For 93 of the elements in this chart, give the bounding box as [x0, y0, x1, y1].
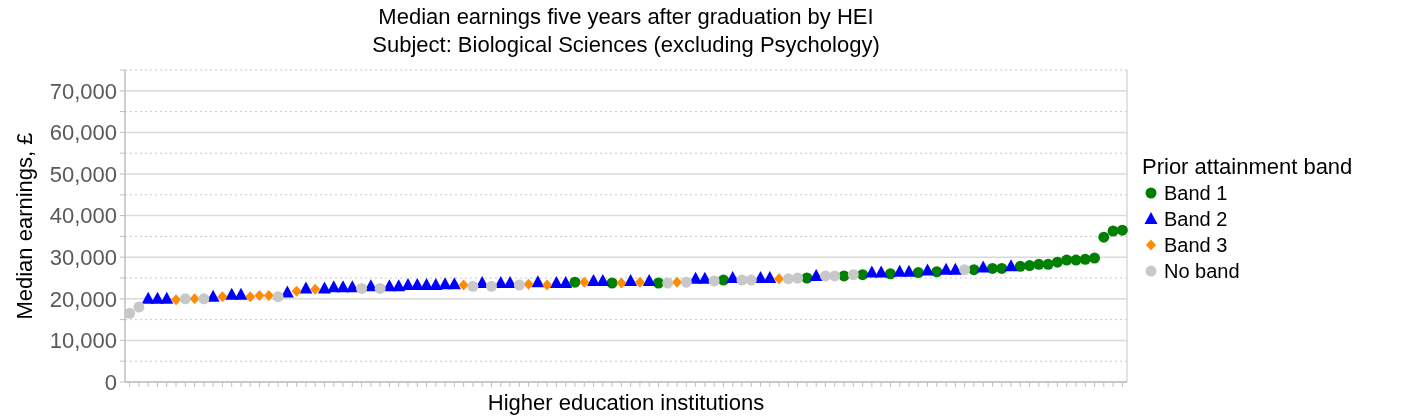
- y-tick-label: 30,000: [49, 244, 117, 270]
- point: [217, 291, 228, 303]
- point: [996, 262, 1008, 274]
- point: [198, 293, 210, 305]
- point: [745, 274, 757, 286]
- legend-label: Band 3: [1164, 234, 1228, 256]
- point: [133, 301, 145, 313]
- legend-label: No band: [1164, 260, 1240, 282]
- point: [356, 282, 368, 294]
- point: [254, 289, 265, 301]
- point: [865, 265, 879, 278]
- point: [272, 291, 284, 303]
- point: [874, 265, 888, 278]
- point: [763, 271, 777, 283]
- point: [809, 268, 823, 281]
- point: [1051, 256, 1063, 268]
- point: [317, 281, 331, 294]
- point: [921, 263, 935, 276]
- point: [542, 279, 553, 291]
- y-axis-title: Median earnings, £: [12, 132, 37, 320]
- y-tick-label: 70,000: [49, 78, 117, 104]
- y-tick-label: 10,000: [49, 328, 117, 354]
- point: [310, 283, 321, 295]
- point: [1116, 224, 1128, 236]
- point: [579, 276, 590, 288]
- point: [263, 289, 274, 301]
- point: [1033, 258, 1045, 270]
- point: [948, 262, 962, 275]
- point: [485, 280, 497, 292]
- point: [401, 278, 415, 291]
- point: [245, 291, 256, 303]
- point: [559, 275, 573, 288]
- point: [616, 277, 627, 289]
- chart-title: Median earnings five years after graduation by HEI: [378, 4, 874, 29]
- point: [206, 289, 220, 302]
- x-axis-title: Higher education institutions: [487, 390, 765, 415]
- point: [708, 275, 720, 287]
- point: [792, 272, 804, 284]
- y-tick-label: 50,000: [49, 161, 117, 187]
- point: [458, 279, 469, 291]
- legend-title: Prior attainment band: [1142, 154, 1353, 179]
- point: [523, 278, 534, 290]
- y-tick-label: 0: [104, 369, 117, 395]
- point: [160, 291, 174, 304]
- point: [698, 271, 712, 284]
- point: [976, 260, 990, 273]
- point: [374, 282, 386, 294]
- point: [225, 287, 239, 300]
- point: [587, 273, 601, 286]
- point: [634, 276, 645, 288]
- point: [829, 270, 841, 282]
- point: [893, 264, 907, 277]
- point: [624, 273, 638, 286]
- point: [179, 293, 191, 305]
- point: [280, 285, 294, 298]
- point: [420, 278, 434, 291]
- point: [291, 285, 302, 297]
- point: [429, 278, 443, 291]
- point: [680, 276, 692, 288]
- point: [596, 273, 610, 286]
- point: [447, 277, 461, 290]
- point: [1042, 258, 1054, 270]
- point: [1024, 260, 1036, 272]
- point: [392, 279, 406, 292]
- point: [1089, 252, 1101, 264]
- point: [189, 293, 200, 305]
- point: [1004, 259, 1018, 272]
- point: [513, 279, 525, 291]
- point: [1079, 253, 1091, 265]
- point: [171, 294, 182, 306]
- point: [1098, 231, 1110, 243]
- point: [662, 277, 674, 289]
- point: [467, 280, 479, 292]
- point: [124, 307, 136, 319]
- point: [531, 275, 545, 288]
- point: [642, 273, 656, 286]
- legend-label: Band 1: [1164, 182, 1228, 204]
- point: [902, 264, 916, 277]
- point: [327, 280, 341, 293]
- point: [299, 281, 313, 294]
- y-tick-label: 20,000: [49, 286, 117, 312]
- point: [234, 287, 248, 300]
- legend-label: Band 2: [1164, 208, 1228, 230]
- point: [819, 270, 831, 282]
- point: [569, 276, 581, 288]
- point: [1061, 254, 1073, 266]
- y-tick-label: 60,000: [49, 120, 117, 146]
- point: [782, 273, 794, 285]
- y-tick-label: 40,000: [49, 203, 117, 229]
- point: [726, 271, 740, 283]
- chart-subtitle: Subject: Biological Sciences (excluding Psychology): [372, 32, 880, 57]
- point: [847, 269, 859, 281]
- point: [959, 264, 971, 276]
